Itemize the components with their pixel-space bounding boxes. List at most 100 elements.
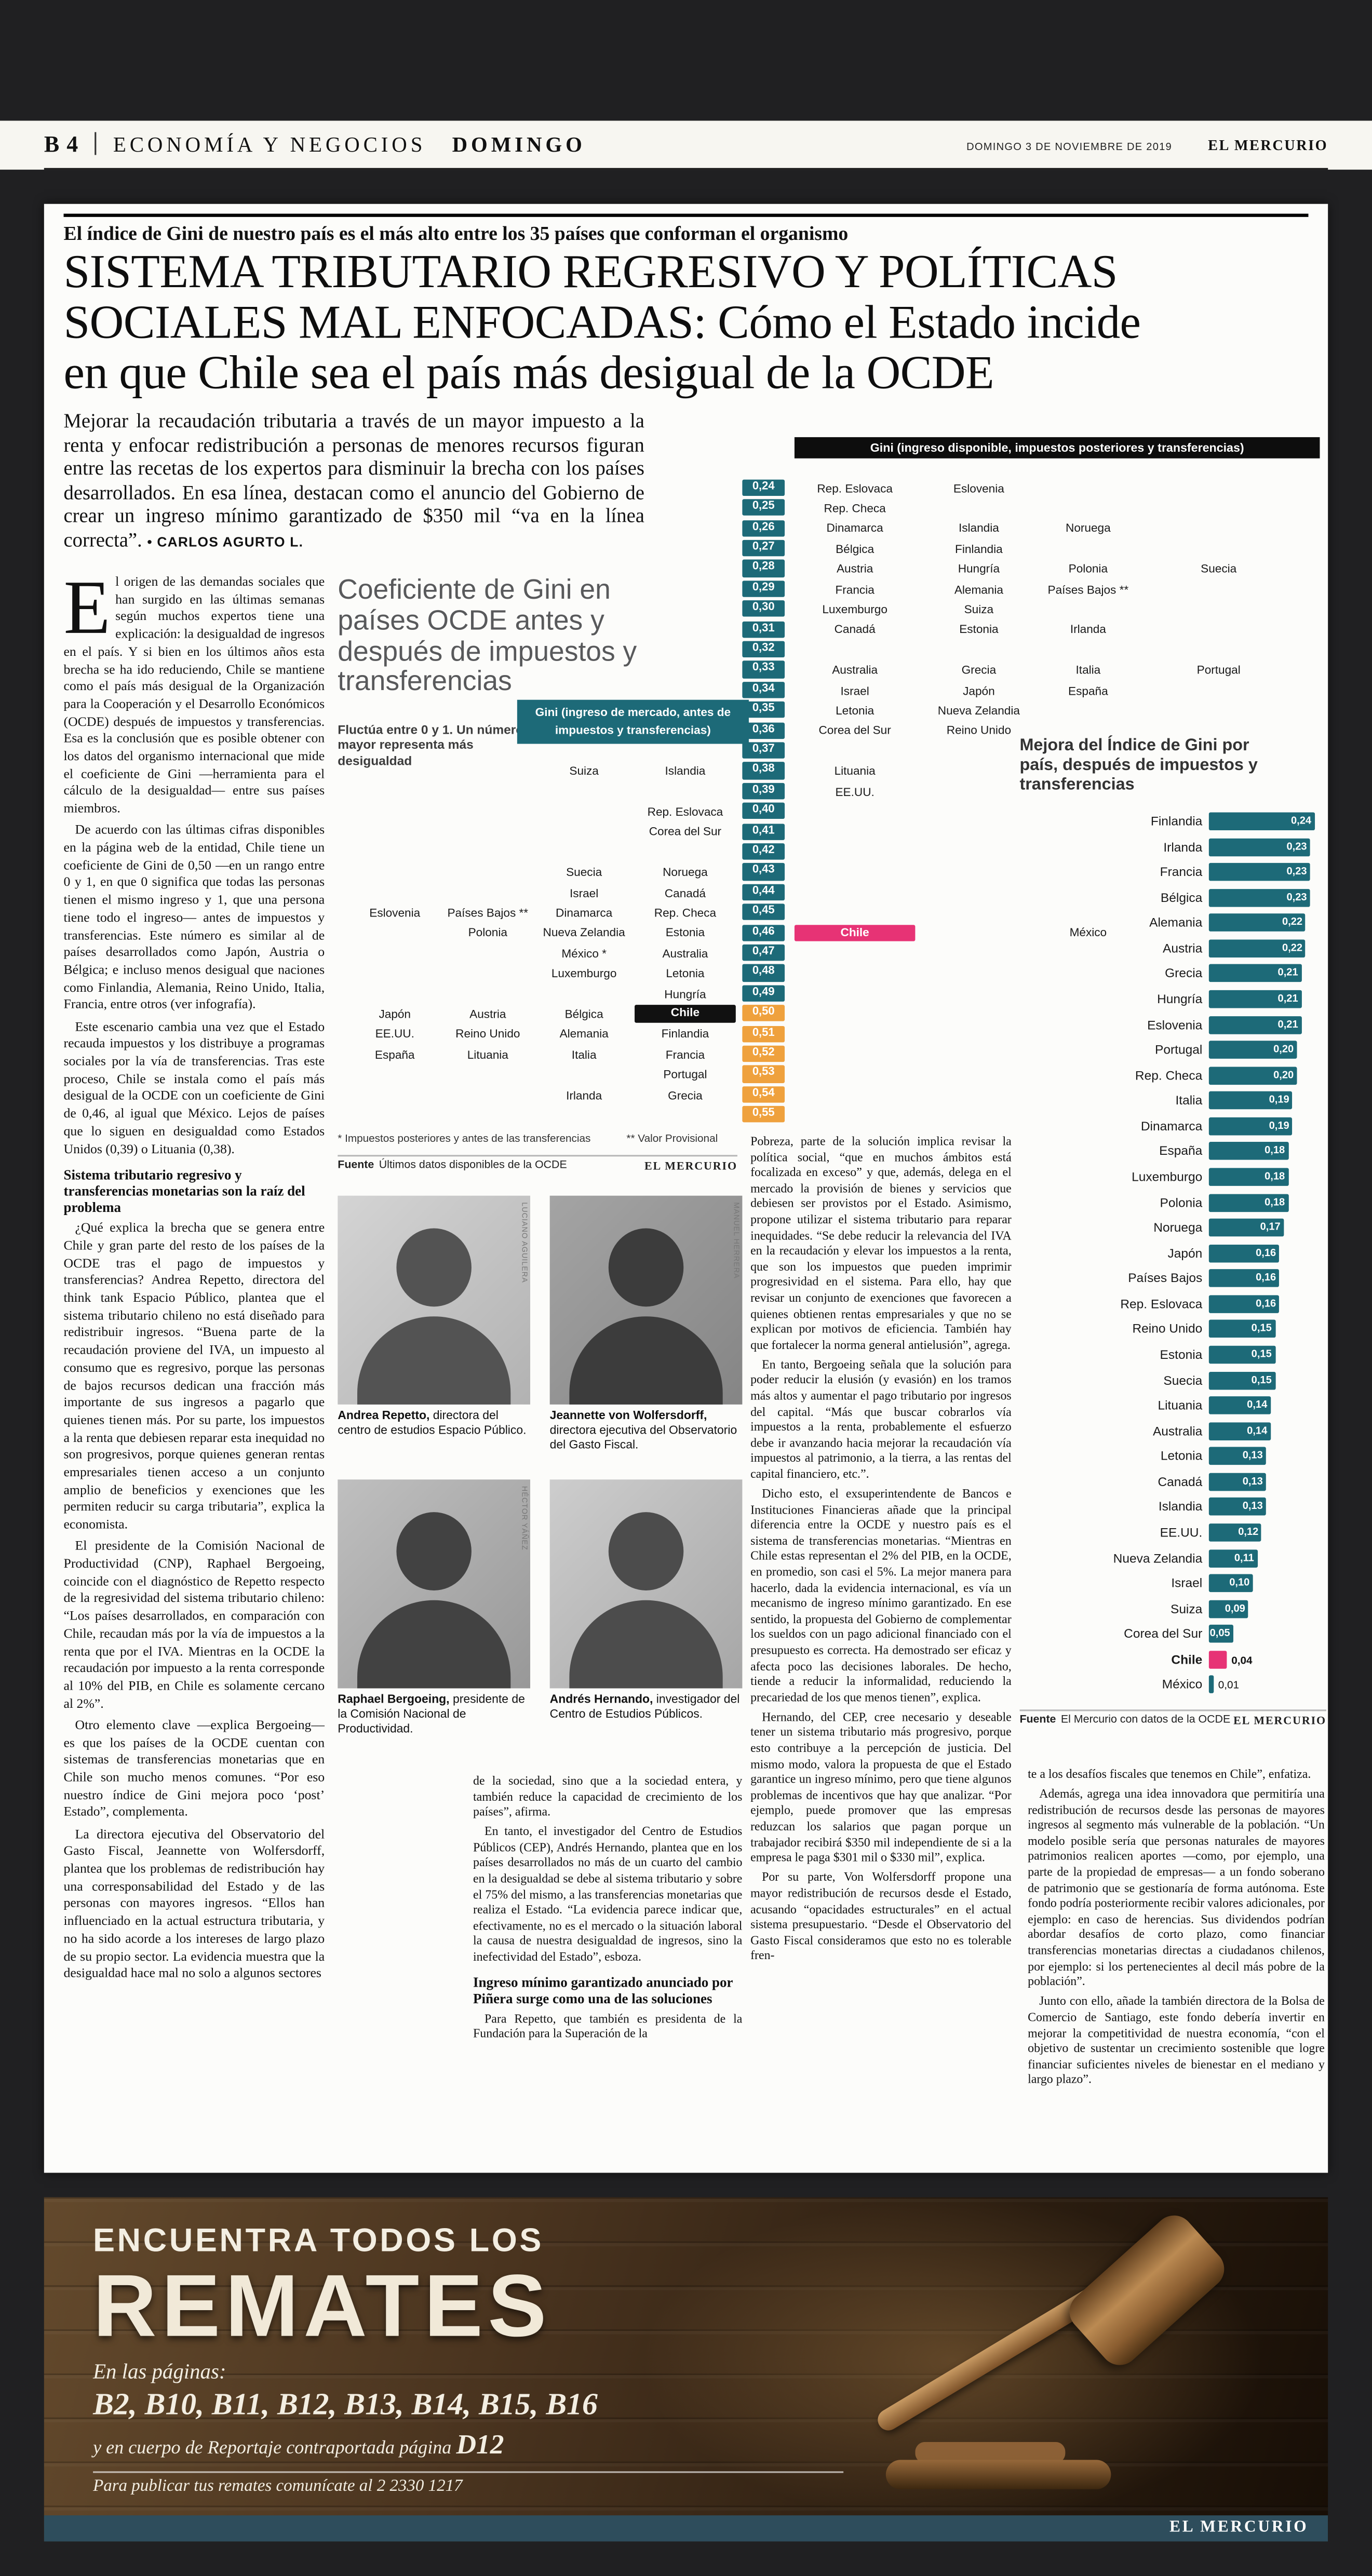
gini-axis-row: 0,39 EE.UU. xyxy=(338,781,1325,802)
country-after-taxes: Eslovenia xyxy=(953,480,1004,495)
article-paragraph: Hernando, del CEP, cree necesario y dese… xyxy=(750,1709,1012,1865)
improvement-bar-row: Chile 0,04 xyxy=(1019,1647,1326,1673)
country-before-taxes: Suiza xyxy=(569,763,599,779)
article-paragraph: Junto con ello, añade la también directo… xyxy=(1028,1993,1325,2087)
article-paragraph: Este escenario cambia una vez que el Est… xyxy=(63,1019,325,1156)
country-after-taxes: Suiza xyxy=(964,602,994,617)
gavel-block xyxy=(885,2460,1111,2489)
gini-value-chip: 0,53 xyxy=(742,1066,785,1083)
drop-cap: E xyxy=(63,574,111,651)
gavel-block-top xyxy=(915,2442,1066,2463)
article-paragraph: de la sociedad, sino que a la sociedad e… xyxy=(473,1773,743,1819)
country-before-taxes: Portugal xyxy=(663,1067,707,1082)
bar-country-label: Portugal xyxy=(1155,1042,1203,1058)
caption-role: investigador del Centro de Estudios Públ… xyxy=(549,1691,740,1721)
bar-country-label: Grecia xyxy=(1165,966,1203,981)
bar-country-label: Rep. Checa xyxy=(1135,1068,1203,1083)
bar-country-label: Polonia xyxy=(1160,1195,1203,1210)
gini-value-chip: 0,27 xyxy=(742,540,785,557)
gini-value-chip: 0,26 xyxy=(742,519,785,536)
ad-extra-text: y en cuerpo de Reportaje contraportada p… xyxy=(93,2438,456,2459)
kicker: El índice de Gini de nuestro país es el … xyxy=(63,222,849,245)
country-before-taxes: Italia xyxy=(571,1047,597,1062)
article-paragraph: De acuerdo con las últimas cifras dispon… xyxy=(63,822,325,1012)
bar-country-label: Rep. Eslovaca xyxy=(1120,1296,1203,1312)
caption-name: Jeannette von Wolfersdorff, xyxy=(549,1408,707,1423)
bar-country-label: Lituania xyxy=(1158,1398,1203,1413)
source-credit: EL MERCURIO xyxy=(1233,1714,1327,1728)
bar-country-label: Estonia xyxy=(1160,1347,1203,1363)
gini-axis-row: 0,41 Corea del Sur xyxy=(338,822,1325,842)
article-column-4: Pobreza, parte de la solución implica re… xyxy=(750,1134,1012,2153)
bar-country-label: Japón xyxy=(1167,1246,1203,1261)
photo-caption: Jeannette von Wolfersdorff, directora ej… xyxy=(549,1408,743,1452)
masthead: B 4 ECONOMÍA Y NEGOCIOS DOMINGO DOMINGO … xyxy=(0,120,1372,170)
ad-pages: B2, B10, B11, B12, B13, B14, B15, B16 xyxy=(93,2388,598,2423)
country-after-taxes: Chile xyxy=(794,924,916,941)
gini-axis-row: 0,55 xyxy=(338,1105,1325,1125)
gini-value-chip: 0,32 xyxy=(742,641,785,658)
gini-axis-row: 0,34 Israel Japón España xyxy=(338,680,1325,700)
country-before-taxes: México * xyxy=(561,946,607,961)
bar-value: 0,13 xyxy=(1242,1450,1263,1462)
improvement-bar: 0,13 xyxy=(1208,1498,1267,1516)
gini-axis-row: 0,53 Portugal xyxy=(338,1064,1325,1085)
country-after-taxes: Hungría xyxy=(958,561,1000,576)
source-text: Fuente El Mercurio con datos de la OCDE xyxy=(1019,1715,1230,1728)
photo-credit: MANUEL HERRERA xyxy=(732,1202,741,1279)
bar-country-label: Corea del Sur xyxy=(1124,1626,1203,1642)
bar-value: 0,11 xyxy=(1234,1552,1254,1564)
improvement-bar: 0,21 xyxy=(1208,964,1301,983)
improvement-bar: 0,18 xyxy=(1208,1193,1288,1211)
country-before-taxes: Países Bajos ** xyxy=(447,905,529,920)
improvement-bar-row: Israel 0,10 xyxy=(1019,1571,1326,1597)
country-before-taxes: Suecia xyxy=(566,865,602,880)
country-before-taxes: Reino Unido xyxy=(455,1027,520,1042)
bar-country-label: Suecia xyxy=(1163,1372,1203,1387)
improvement-bar: 0,22 xyxy=(1208,914,1306,932)
photo-jeannette-von-wolfersdorff: MANUEL HERRERA Jeannette von Wolfersdorf… xyxy=(549,1195,743,1452)
country-before-taxes: Francia xyxy=(665,1047,705,1062)
masthead-left: B 4 ECONOMÍA Y NEGOCIOS DOMINGO xyxy=(44,129,586,160)
gini-value-chip: 0,34 xyxy=(742,681,785,698)
bar-country-label: Luxemburgo xyxy=(1132,1169,1203,1184)
gini-axis-row: 0,28 Austria Hungría Polonia Suecia xyxy=(338,559,1325,579)
source-value: Últimos datos disponibles de la OCDE xyxy=(379,1159,567,1171)
gini-axis-row: 0,43 Suecia Noruega xyxy=(338,862,1325,883)
bar-value: 0,15 xyxy=(1251,1348,1272,1360)
portrait-photo: HÉCTOR YÁÑEZ xyxy=(338,1479,530,1689)
bar-country-label: Bélgica xyxy=(1160,890,1203,905)
gini-value-chip: 0,38 xyxy=(742,762,785,779)
improvement-bar: 0,19 xyxy=(1208,1091,1293,1110)
bar-value: 0,15 xyxy=(1251,1374,1272,1386)
improvement-chart-title: Mejora del Índice de Gini por país, desp… xyxy=(1019,737,1258,794)
improvement-bar: 0,20 xyxy=(1208,1041,1297,1059)
country-after-taxes: Países Bajos ** xyxy=(1047,582,1129,597)
gavel-icon xyxy=(830,2204,1238,2505)
improvement-bar-row: Noruega 0,17 xyxy=(1019,1216,1326,1241)
country-after-taxes: Finlandia xyxy=(955,541,1003,556)
bar-country-label: Suiza xyxy=(1170,1601,1203,1616)
bar-country-label: España xyxy=(1159,1144,1203,1159)
improvement-bar-row: Suecia 0,15 xyxy=(1019,1368,1326,1393)
improvement-bar: 0,21 xyxy=(1208,990,1301,1008)
gini-axis-row: 0,46 Polonia Nueva Zelandia Estonia Chile Méx… xyxy=(338,923,1325,943)
bar-value: 0,23 xyxy=(1286,866,1307,878)
country-after-taxes: Letonia xyxy=(836,703,875,718)
improvement-bar: 0,19 xyxy=(1208,1117,1293,1135)
article-page: El índice de Gini de nuestro país es el … xyxy=(44,204,1328,2173)
gini-axis-row: 0,26 Dinamarca Islandia Noruega xyxy=(338,518,1325,538)
bar-value: 0,22 xyxy=(1282,942,1303,954)
country-before-taxes: Rep. Checa xyxy=(654,905,717,920)
gini-axis-row: 0,29 Francia Alemania Países Bajos ** xyxy=(338,579,1325,599)
section-name: ECONOMÍA Y NEGOCIOS xyxy=(113,132,426,157)
gini-value-chip: 0,46 xyxy=(742,924,785,941)
country-before-taxes: Canadá xyxy=(664,885,706,900)
country-before-taxes: Hungría xyxy=(664,986,706,1001)
improvement-bar-row: Lituania 0,14 xyxy=(1019,1393,1326,1419)
bar-value: 0,14 xyxy=(1247,1425,1268,1437)
ad-contact: Para publicar tus remates comunícate al … xyxy=(93,2471,844,2496)
gini-value-chip: 0,37 xyxy=(742,742,785,759)
country-after-taxes: Japón xyxy=(963,683,995,698)
article-column-mid: de la sociedad, sino que a la sociedad e… xyxy=(473,1773,742,2153)
